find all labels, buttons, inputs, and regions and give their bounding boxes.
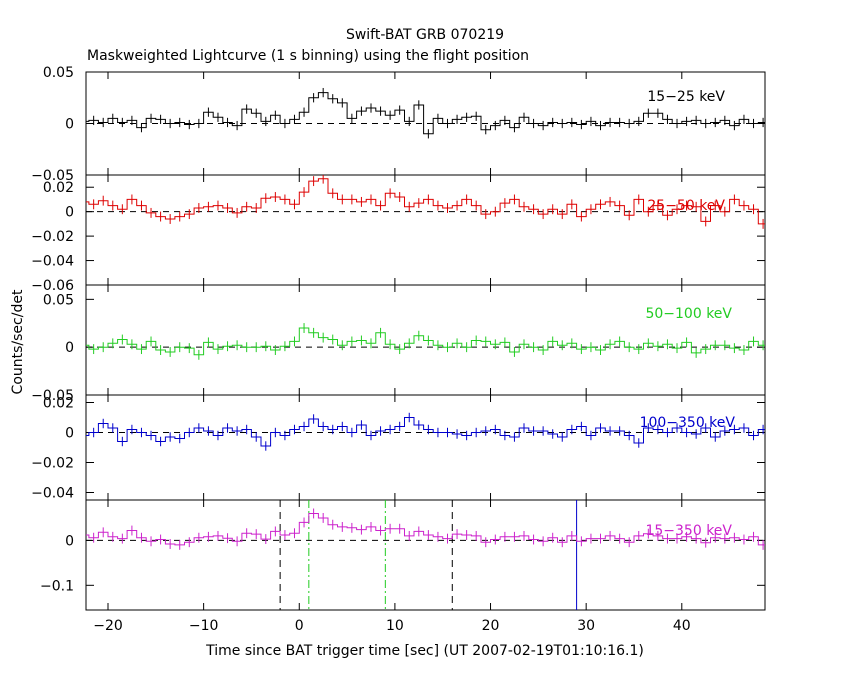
series-line [86, 178, 765, 225]
x-tick-label: 40 [673, 618, 691, 634]
y-tick-label: −0.04 [31, 486, 74, 502]
y-tick-label: 0.05 [43, 292, 74, 308]
series-label: 50−100 keV [645, 306, 732, 322]
x-tick-label: −20 [93, 618, 123, 634]
series-label: 15−25 keV [647, 89, 725, 105]
y-tick-label: 0.02 [43, 180, 74, 196]
panel-frame [85, 174, 766, 286]
y-tick-label: −0.02 [31, 229, 74, 245]
panel-frame [85, 499, 766, 611]
panel-5: −0.1 0 15−350 keV [40, 499, 766, 611]
series-label: 25−50 keV [647, 198, 725, 214]
chart-subtitle: Maskweighted Lightcurve (1 s binning) us… [87, 48, 529, 64]
y-tick-label: 0 [65, 533, 74, 549]
panel-2: −0.06 −0.04 −0.02 0 0.02 25−50 keV [31, 174, 766, 294]
y-tick-label: 0.05 [43, 65, 74, 81]
y-tick-label: 0.02 [43, 396, 74, 412]
panel-4: −0.04 −0.02 0 0.02 100−350 keV [31, 394, 766, 502]
series-line [86, 417, 765, 447]
x-axis-label: Time since BAT trigger time [sec] (UT 20… [205, 643, 644, 659]
x-tick-label: 20 [482, 618, 500, 634]
y-tick-label: −0.04 [31, 254, 74, 270]
y-tick-label: −0.02 [31, 456, 74, 472]
x-tick-label: 30 [577, 618, 595, 634]
panels-group: −0.05 0 0.05 15−25 keV −0.06 −0.04 −0.02 0 0.02 2… [31, 65, 766, 634]
panel-frame [85, 394, 766, 501]
chart-title: Swift-BAT GRB 070219 [346, 27, 504, 43]
y-tick-label: 0 [65, 340, 74, 356]
series-label: 100−350 keV [640, 415, 736, 431]
y-tick-label: 0 [65, 205, 74, 221]
y-tick-label: 0 [65, 117, 74, 133]
x-tick-label: 0 [295, 618, 304, 634]
y-axis-label: Counts/sec/det [10, 289, 26, 394]
y-tick-label: −0.06 [31, 278, 74, 294]
y-tick-label: 0 [65, 426, 74, 442]
x-tick-label: −10 [189, 618, 219, 634]
series-line [86, 92, 765, 135]
panel-3: −0.05 0 0.05 50−100 keV [31, 284, 766, 404]
series-label: 15−350 keV [645, 523, 732, 539]
y-tick-label: −0.05 [31, 388, 74, 404]
y-tick-label: −0.05 [31, 168, 74, 184]
panel-1: −0.05 0 0.05 15−25 keV [31, 65, 766, 184]
series-line [86, 327, 765, 356]
x-tick-label: 10 [386, 618, 404, 634]
y-tick-label: −0.1 [40, 578, 74, 594]
series-line [86, 513, 765, 546]
